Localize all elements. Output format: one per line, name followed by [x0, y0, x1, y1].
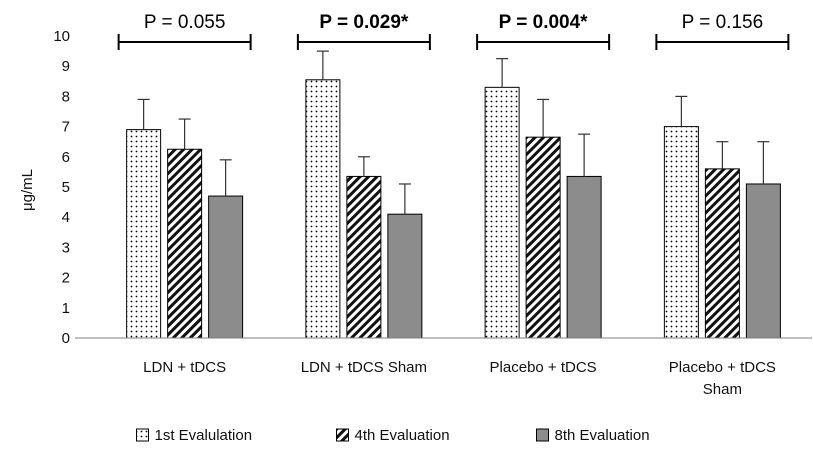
p-value-label: P = 0.029* [319, 12, 409, 33]
legend-swatch-hatch [336, 428, 349, 442]
p-value-label: P = 0.004* [499, 12, 589, 33]
y-axis-tick-labels: 0 1 2 3 4 5 6 7 8 9 10 [53, 28, 70, 347]
y-tick-label: 5 [62, 179, 70, 196]
p-value-label: P = 0.055 [144, 12, 226, 33]
bar-dots [663, 126, 699, 339]
legend-swatch-dots [136, 428, 149, 442]
y-tick-label: 3 [62, 239, 70, 256]
legend-label: 4th Evaluation [355, 427, 450, 444]
y-tick-label: 7 [62, 119, 70, 136]
bars-layer [126, 79, 781, 339]
category-label: LDN + tDCS [143, 359, 226, 376]
category-label: LDN + tDCS Sham [301, 359, 427, 376]
y-tick-label: 9 [62, 58, 70, 75]
y-tick-label: 0 [62, 330, 70, 347]
y-tick-label: 1 [62, 300, 70, 317]
p-value-annotations: P = 0.055 P = 0.029* P = 0.004* P = 0.156 [117, 12, 790, 50]
y-tick-label: 6 [62, 149, 70, 166]
legend-label: 8th Evaluation [555, 427, 650, 444]
x-axis-category-labels: LDN + tDCS LDN + tDCS Sham Placebo + tDCS P… [143, 359, 776, 398]
category-label: Placebo + tDCS [669, 359, 776, 376]
y-axis-label: μg/mL [19, 169, 36, 211]
bar-hatch [525, 136, 561, 339]
legend: 1st Evalulation 4th Evaluation 8th Evaluat… [136, 427, 650, 444]
bar-gray [745, 183, 781, 339]
legend-label: 1st Evalulation [155, 427, 253, 444]
y-tick-label: 10 [53, 28, 70, 45]
category-label: Placebo + tDCS [490, 359, 597, 376]
p-value-label: P = 0.156 [682, 12, 764, 33]
y-tick-label: 4 [62, 209, 70, 226]
bar-hatch [346, 175, 382, 339]
bar-hatch [167, 148, 203, 339]
category-label: Sham [703, 381, 742, 398]
bar-dots [484, 86, 520, 339]
bar-dots [305, 79, 341, 339]
bar-gray [566, 175, 602, 339]
y-tick-label: 8 [62, 88, 70, 105]
legend-swatch-gray [536, 428, 549, 442]
bar-dots [126, 129, 162, 339]
bar-gray [208, 195, 244, 339]
error-bars-layer [137, 50, 770, 215]
bar-hatch [704, 168, 740, 339]
y-tick-label: 2 [62, 270, 70, 287]
bar-gray [387, 213, 423, 339]
